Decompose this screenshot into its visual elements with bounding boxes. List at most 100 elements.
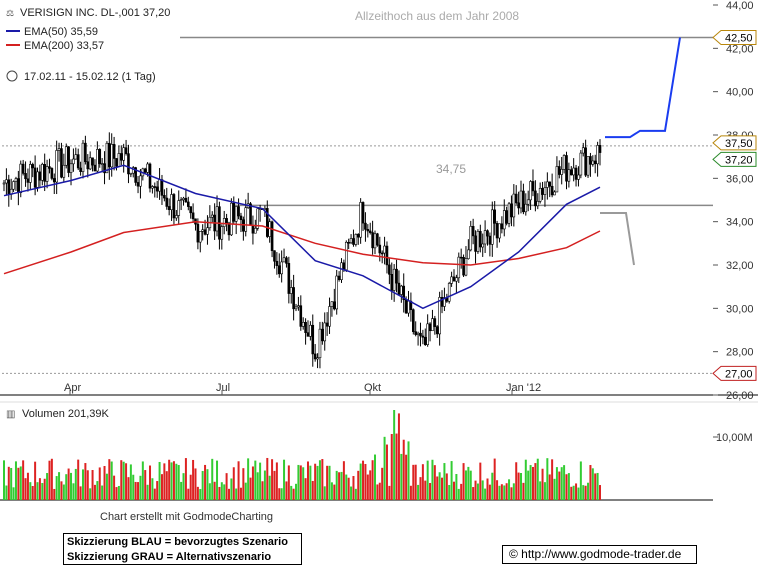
candle-body: [203, 229, 207, 235]
volume-bar: [261, 481, 264, 500]
candle-body: [167, 206, 171, 211]
volume-bar: [295, 483, 298, 500]
volume-bar: [58, 472, 61, 500]
volume-bar: [70, 472, 73, 500]
candle-body: [328, 306, 331, 327]
volume-bar: [527, 470, 530, 500]
candle-body: [239, 215, 243, 221]
volume-bar: [472, 487, 475, 500]
volume-bar: [208, 483, 211, 500]
volume-bar: [117, 485, 120, 500]
volume-bar: [31, 486, 34, 500]
candle-body: [160, 179, 164, 196]
volume-bar: [127, 477, 130, 500]
candle-body: [280, 261, 283, 275]
candle-body: [122, 147, 125, 161]
volume-bar: [299, 465, 302, 500]
volume-bar: [187, 488, 190, 500]
volume-bar: [311, 480, 314, 500]
candle-body: [474, 235, 477, 252]
volume-bar: [354, 488, 357, 500]
candle-body: [333, 301, 336, 310]
volume-bar: [139, 475, 142, 500]
volume-bar: [132, 474, 135, 500]
candle-body: [591, 160, 595, 165]
volume-bar: [412, 464, 415, 500]
candle-body: [534, 190, 537, 207]
volume-bar: [10, 467, 13, 500]
candle-body: [74, 154, 78, 160]
candle-body: [505, 210, 508, 224]
volume-bar: [206, 469, 209, 500]
volume-bar: [357, 470, 360, 500]
volume-bar: [431, 459, 434, 500]
volume-bar: [168, 459, 171, 500]
candle-body: [383, 245, 386, 254]
volume-bar: [345, 474, 348, 500]
candle-body: [342, 262, 346, 271]
volume-bar: [505, 483, 508, 500]
volume-bar: [22, 460, 25, 500]
candle-body: [215, 206, 219, 232]
volume-bar: [522, 482, 525, 500]
candle-body: [277, 265, 281, 275]
volume-bar: [378, 482, 381, 500]
candle-body: [380, 252, 384, 255]
volume-bar: [436, 476, 439, 500]
volume-bar: [232, 467, 235, 500]
source-link[interactable]: © http://www.godmode-trader.de: [502, 545, 697, 564]
scenario-grey-path: [600, 212, 635, 266]
candle-body: [275, 260, 279, 267]
candle-body: [244, 207, 248, 232]
candle-body: [45, 166, 49, 182]
price-marker-shape: [712, 30, 757, 45]
volume-bar: [177, 465, 180, 500]
volume-bar: [36, 482, 39, 500]
volume-bar: [134, 481, 137, 500]
volume-bar: [280, 488, 283, 500]
volume-bar: [395, 433, 398, 500]
price-tick-label: 36,00: [726, 173, 754, 185]
candle-body: [402, 285, 406, 301]
candle-body: [495, 223, 499, 239]
candle-body: [309, 324, 312, 337]
candle-body: [400, 285, 403, 295]
candle-body: [469, 226, 473, 251]
volume-bar: [448, 484, 451, 500]
candle-body: [81, 142, 85, 172]
candle-body: [354, 234, 358, 245]
volume-bar: [285, 481, 288, 500]
volume-bar: [151, 478, 154, 500]
candle-body: [29, 164, 32, 183]
candle-body: [335, 275, 339, 310]
candle-body: [57, 148, 61, 151]
volume-bar: [137, 482, 140, 500]
volume-bar: [512, 483, 515, 500]
volume-bar: [239, 487, 242, 500]
volume-bar: [376, 484, 379, 500]
volume-bar: [579, 461, 582, 500]
x-axis-label: Jul: [216, 382, 230, 394]
candle-body: [548, 181, 552, 187]
volume-bar: [390, 434, 393, 500]
volume-bar: [352, 476, 355, 500]
candle-body: [222, 218, 226, 227]
candle-body: [108, 142, 111, 168]
volume-bar: [216, 460, 219, 500]
candle-body: [198, 231, 202, 243]
candle-body: [562, 155, 566, 170]
candle-body: [359, 202, 362, 238]
volume-bar: [153, 488, 156, 500]
volume-bar: [19, 466, 22, 500]
candle-body: [318, 328, 322, 359]
volume-bar: [414, 464, 417, 500]
volume-bar: [338, 472, 341, 500]
volume-bar: [225, 473, 228, 500]
volume-bar: [105, 473, 108, 500]
candle-body: [450, 276, 453, 284]
volume-bar: [326, 465, 329, 500]
volume-bar: [371, 460, 374, 500]
candle-body: [581, 147, 585, 154]
volume-bar: [165, 471, 168, 500]
volume-bar: [213, 481, 216, 500]
